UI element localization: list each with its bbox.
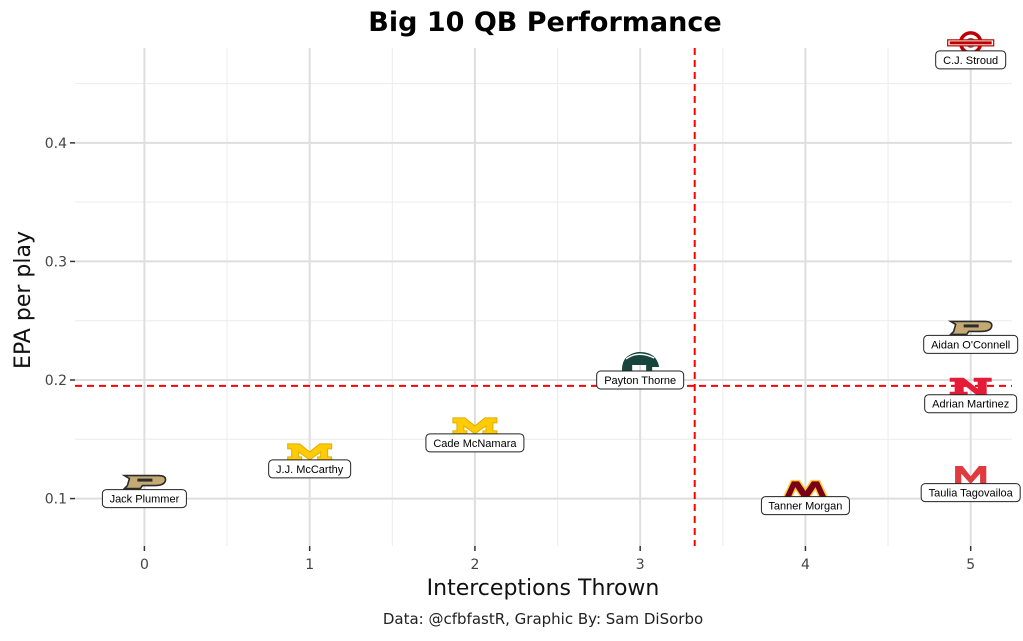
x-tick-label: 1 [305, 557, 314, 573]
data-point: Aidan O'Connell [923, 320, 1019, 354]
y-tick-label: 0.4 [45, 136, 67, 152]
y-tick-label: 0.3 [45, 254, 67, 270]
y-tick-label: 0.2 [45, 373, 67, 389]
chart-caption: Data: @cfbfastR, Graphic By: Sam DiSorbo [383, 610, 703, 628]
ohio-state-banner-text [949, 41, 992, 45]
y-tick-label: 0.1 [45, 492, 67, 508]
data-point: Cade McNamara [425, 417, 525, 453]
data-point: Taulia Tagovailoa [920, 465, 1021, 503]
nebraska-n-shape [949, 377, 992, 397]
data-points: Jack Plummer J.J. McCarthy Cade McNamara Pa… [101, 31, 1021, 516]
axis-ticks: 0 1 2 3 4 5 0.1 0.2 0.3 0.4 [45, 136, 975, 573]
player-label-box [935, 50, 1007, 70]
x-axis-title: Interceptions Thrown [427, 576, 660, 601]
data-point: J.J. McCarthy [268, 443, 352, 479]
purdue-p-logo [947, 320, 993, 336]
purdue-p-inner [963, 324, 979, 328]
player-label-box [596, 370, 685, 390]
michigan-m-shape [452, 417, 498, 436]
reference-lines [75, 48, 1012, 546]
player-label: Jack Plummer [110, 494, 180, 506]
spartan-helmet-shape [621, 351, 660, 373]
chart-title: Big 10 QB Performance [368, 7, 721, 38]
purdue-p-logo [121, 474, 167, 490]
player-label: Aidan O'Connell [931, 339, 1010, 351]
player-label-box [268, 459, 352, 479]
grid [75, 48, 1012, 546]
purdue-p-inner [137, 478, 153, 482]
ohio-state-logo [947, 31, 995, 55]
player-label: Tanner Morgan [768, 501, 842, 513]
player-label: C.J. Stroud [943, 55, 998, 67]
player-label-box [101, 489, 187, 509]
player-label-box [920, 483, 1021, 503]
player-label-box [760, 496, 850, 516]
purdue-p-shape [121, 474, 167, 490]
player-label: Cade McNamara [433, 438, 517, 450]
spartan-crest-line [625, 353, 655, 360]
data-point: Payton Thorne [596, 351, 685, 390]
y-axis-title: EPA per play [11, 231, 36, 369]
x-tick-label: 4 [801, 557, 810, 573]
player-label: Adrian Martinez [932, 399, 1009, 411]
x-tick-label: 5 [966, 557, 975, 573]
spartan-helmet-logo [621, 351, 660, 373]
michigan-block-m-logo [287, 443, 333, 462]
data-point: C.J. Stroud [935, 31, 1007, 70]
player-label: Taulia Tagovailoa [929, 488, 1014, 500]
nebraska-n-logo [949, 377, 992, 397]
player-label-box [923, 334, 1019, 354]
player-label: J.J. McCarthy [276, 464, 344, 476]
x-tick-label: 2 [470, 557, 479, 573]
purdue-p-shape [947, 320, 993, 336]
data-point: Jack Plummer [101, 474, 187, 509]
player-label-box [425, 433, 525, 453]
x-tick-label: 0 [140, 557, 149, 573]
michigan-m-shape [287, 443, 333, 462]
player-label-box [924, 394, 1018, 414]
x-tick-label: 3 [636, 557, 645, 573]
data-point: Adrian Martinez [924, 377, 1018, 414]
data-point: Tanner Morgan [760, 479, 850, 516]
michigan-block-m-logo [452, 417, 498, 436]
player-label: Payton Thorne [604, 375, 676, 387]
